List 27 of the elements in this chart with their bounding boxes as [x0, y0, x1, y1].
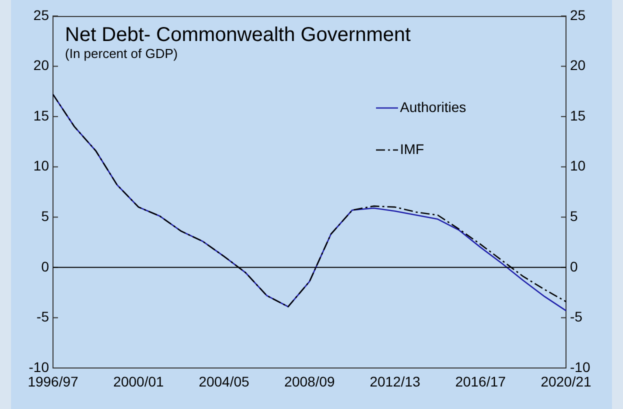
y-tick-label: 20 [33, 57, 50, 74]
y-tick-label: 0 [41, 258, 50, 274]
y2-tick-label: 25 [570, 6, 586, 23]
y-tick-label: -5 [36, 308, 50, 325]
y2-tick-label: 10 [570, 158, 586, 174]
legend-label: Authorities [400, 98, 466, 115]
y-tick-label: 5 [41, 208, 50, 224]
x-tick-label: 2012/13 [370, 373, 421, 390]
y2-tick-label: -5 [570, 308, 583, 325]
legend-label: IMF [400, 140, 424, 157]
x-tick-label: 2000/01 [113, 373, 164, 390]
y-tick-label: 10 [33, 158, 50, 174]
y-tick-label: -10 [28, 358, 50, 375]
x-tick-label: 2020/21 [540, 373, 592, 390]
y-tick-label: 15 [33, 107, 50, 124]
y2-tick-label: 20 [570, 57, 586, 74]
y2-tick-label: 5 [570, 208, 578, 224]
y2-tick-label: -10 [570, 358, 590, 375]
x-tick-label: 2004/05 [198, 373, 250, 390]
y2-tick-label: 0 [570, 258, 578, 274]
x-tick-label: 2016/17 [455, 373, 506, 390]
y-tick-label: 25 [33, 6, 50, 23]
text: (In percent of GDP) [65, 46, 178, 61]
x-tick-label: 1996/97 [28, 373, 79, 390]
x-tick-label: 2008/09 [284, 373, 336, 390]
chart-title: Net Debt- Commonwealth Government [65, 24, 412, 46]
y2-tick-label: 15 [570, 107, 586, 124]
